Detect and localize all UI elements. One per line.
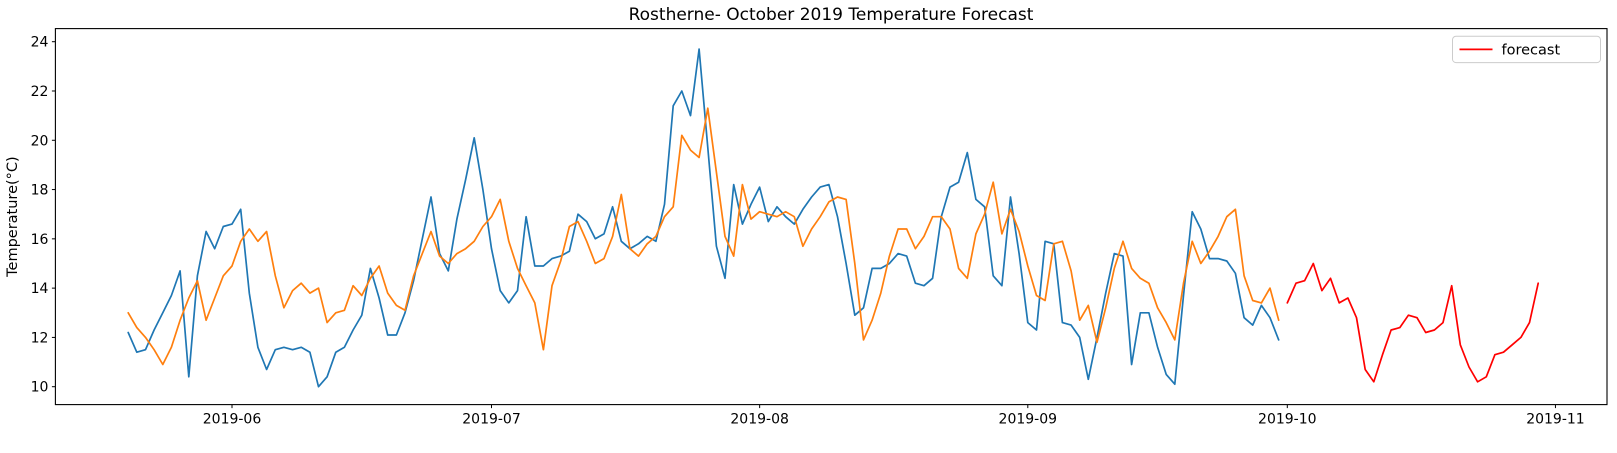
y-tick-label: 20: [31, 133, 49, 149]
legend-box: [1452, 35, 1601, 64]
y-tick-label: 16: [31, 232, 49, 248]
axes-spines: [54, 28, 1608, 406]
series_orange-line: [127, 107, 1280, 366]
x-tick-label: 2019-06: [203, 412, 262, 428]
x-tick-label: 2019-08: [730, 412, 789, 428]
y-tick-label: 12: [31, 330, 49, 346]
legend: forecast: [1452, 35, 1601, 64]
legend-label-forecast: forecast: [1502, 42, 1561, 58]
y-axis-label: Temperature(°C): [5, 156, 21, 278]
y-tick-label: 18: [31, 183, 49, 199]
x-tick-label: 2019-11: [1526, 412, 1585, 428]
y-tick-label: 24: [31, 35, 49, 51]
series_blue-line: [127, 48, 1280, 388]
chart-title: Rostherne- October 2019 Temperature Fore…: [629, 5, 1034, 25]
y-tick-label: 10: [31, 380, 49, 396]
y-tick-label: 22: [31, 84, 49, 100]
x-tick-label: 2019-10: [1258, 412, 1317, 428]
x-tick-label: 2019-07: [462, 412, 521, 428]
plot-area: [127, 48, 1540, 388]
axis-ticks: 10 12 14 16 18 20 22 24 2019-06 2019-07 2019-08 201…: [31, 35, 1585, 428]
y-tick-label: 14: [31, 281, 49, 297]
forecast-line: [1286, 262, 1540, 383]
x-tick-label: 2019-09: [999, 412, 1058, 428]
